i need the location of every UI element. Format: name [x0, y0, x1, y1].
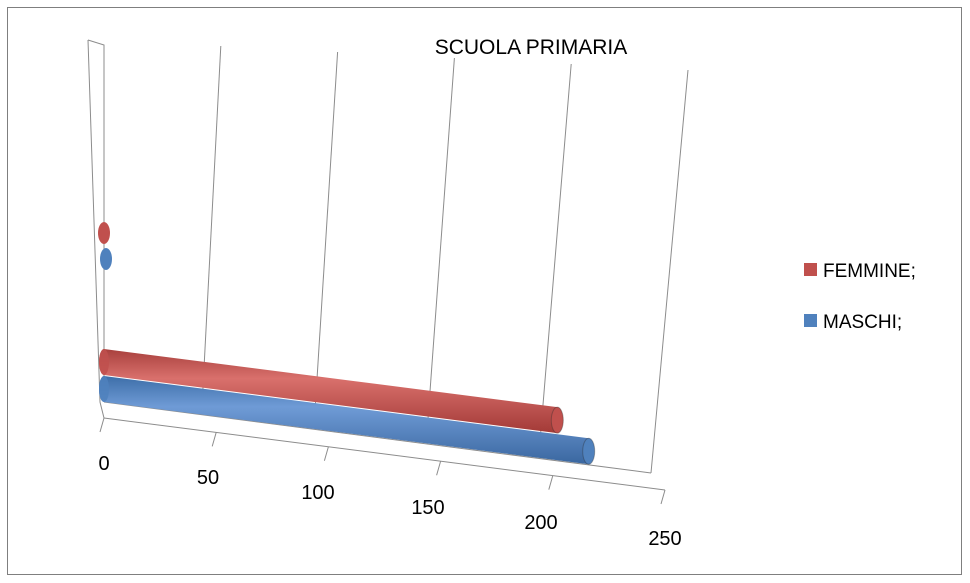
chart-title: SCUOLA PRIMARIA — [435, 36, 628, 59]
floor-front-edge — [103, 417, 666, 491]
legend-swatch-femmine — [804, 263, 817, 276]
bar-femmine-start-cap — [99, 349, 109, 375]
chart-area — [7, 7, 962, 575]
bar-femmine — [99, 349, 564, 434]
gridline — [426, 57, 455, 438]
bar-maschi-start-cap — [99, 376, 109, 402]
bar-femmine-end-cap — [550, 406, 564, 434]
legend-label-femmine: FEMMINE; — [823, 261, 916, 282]
gridline — [650, 69, 689, 474]
x-tick-mark — [436, 461, 442, 476]
x-axis-tick-labels: 0 50 100 150 200 250 — [98, 453, 681, 550]
legend: FEMMINE; MASCHI; — [804, 261, 916, 333]
legend-label-maschi: MASCHI; — [823, 312, 902, 333]
bar-maschi-body — [99, 376, 594, 465]
x-tick-mark — [548, 475, 554, 490]
depth-marker-maschi — [100, 248, 112, 270]
bar-maschi-end-cap — [582, 437, 596, 465]
x-tick-label: 150 — [411, 497, 444, 519]
gridline — [313, 51, 339, 421]
x-tick-mark — [323, 446, 329, 461]
depth-marker-femmine — [98, 222, 110, 244]
legend-swatch-maschi — [804, 314, 817, 327]
x-tick-label: 100 — [301, 482, 334, 504]
gridline — [538, 63, 572, 456]
side-wall-edge — [87, 39, 105, 402]
bar-maschi — [99, 376, 596, 465]
axis-frame — [87, 39, 666, 505]
x-tick-label: 250 — [648, 528, 681, 550]
gridline — [201, 45, 222, 403]
x-tick-mark — [99, 417, 105, 433]
series-layer — [98, 222, 596, 465]
x-tick-label: 0 — [98, 453, 109, 475]
x-tick-mark — [211, 432, 217, 447]
gridlines — [201, 45, 689, 474]
bar-femmine-body — [99, 349, 563, 434]
x-tick-label: 50 — [197, 467, 219, 489]
floor-back-edge — [103, 401, 652, 474]
x-tick-mark — [660, 489, 666, 505]
side-wall-edge — [87, 39, 105, 419]
x-tick-label: 200 — [524, 512, 557, 534]
